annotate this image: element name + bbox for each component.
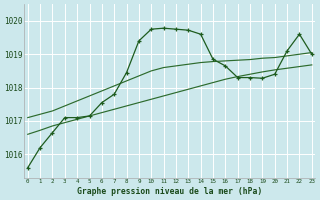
X-axis label: Graphe pression niveau de la mer (hPa): Graphe pression niveau de la mer (hPa) — [77, 187, 262, 196]
